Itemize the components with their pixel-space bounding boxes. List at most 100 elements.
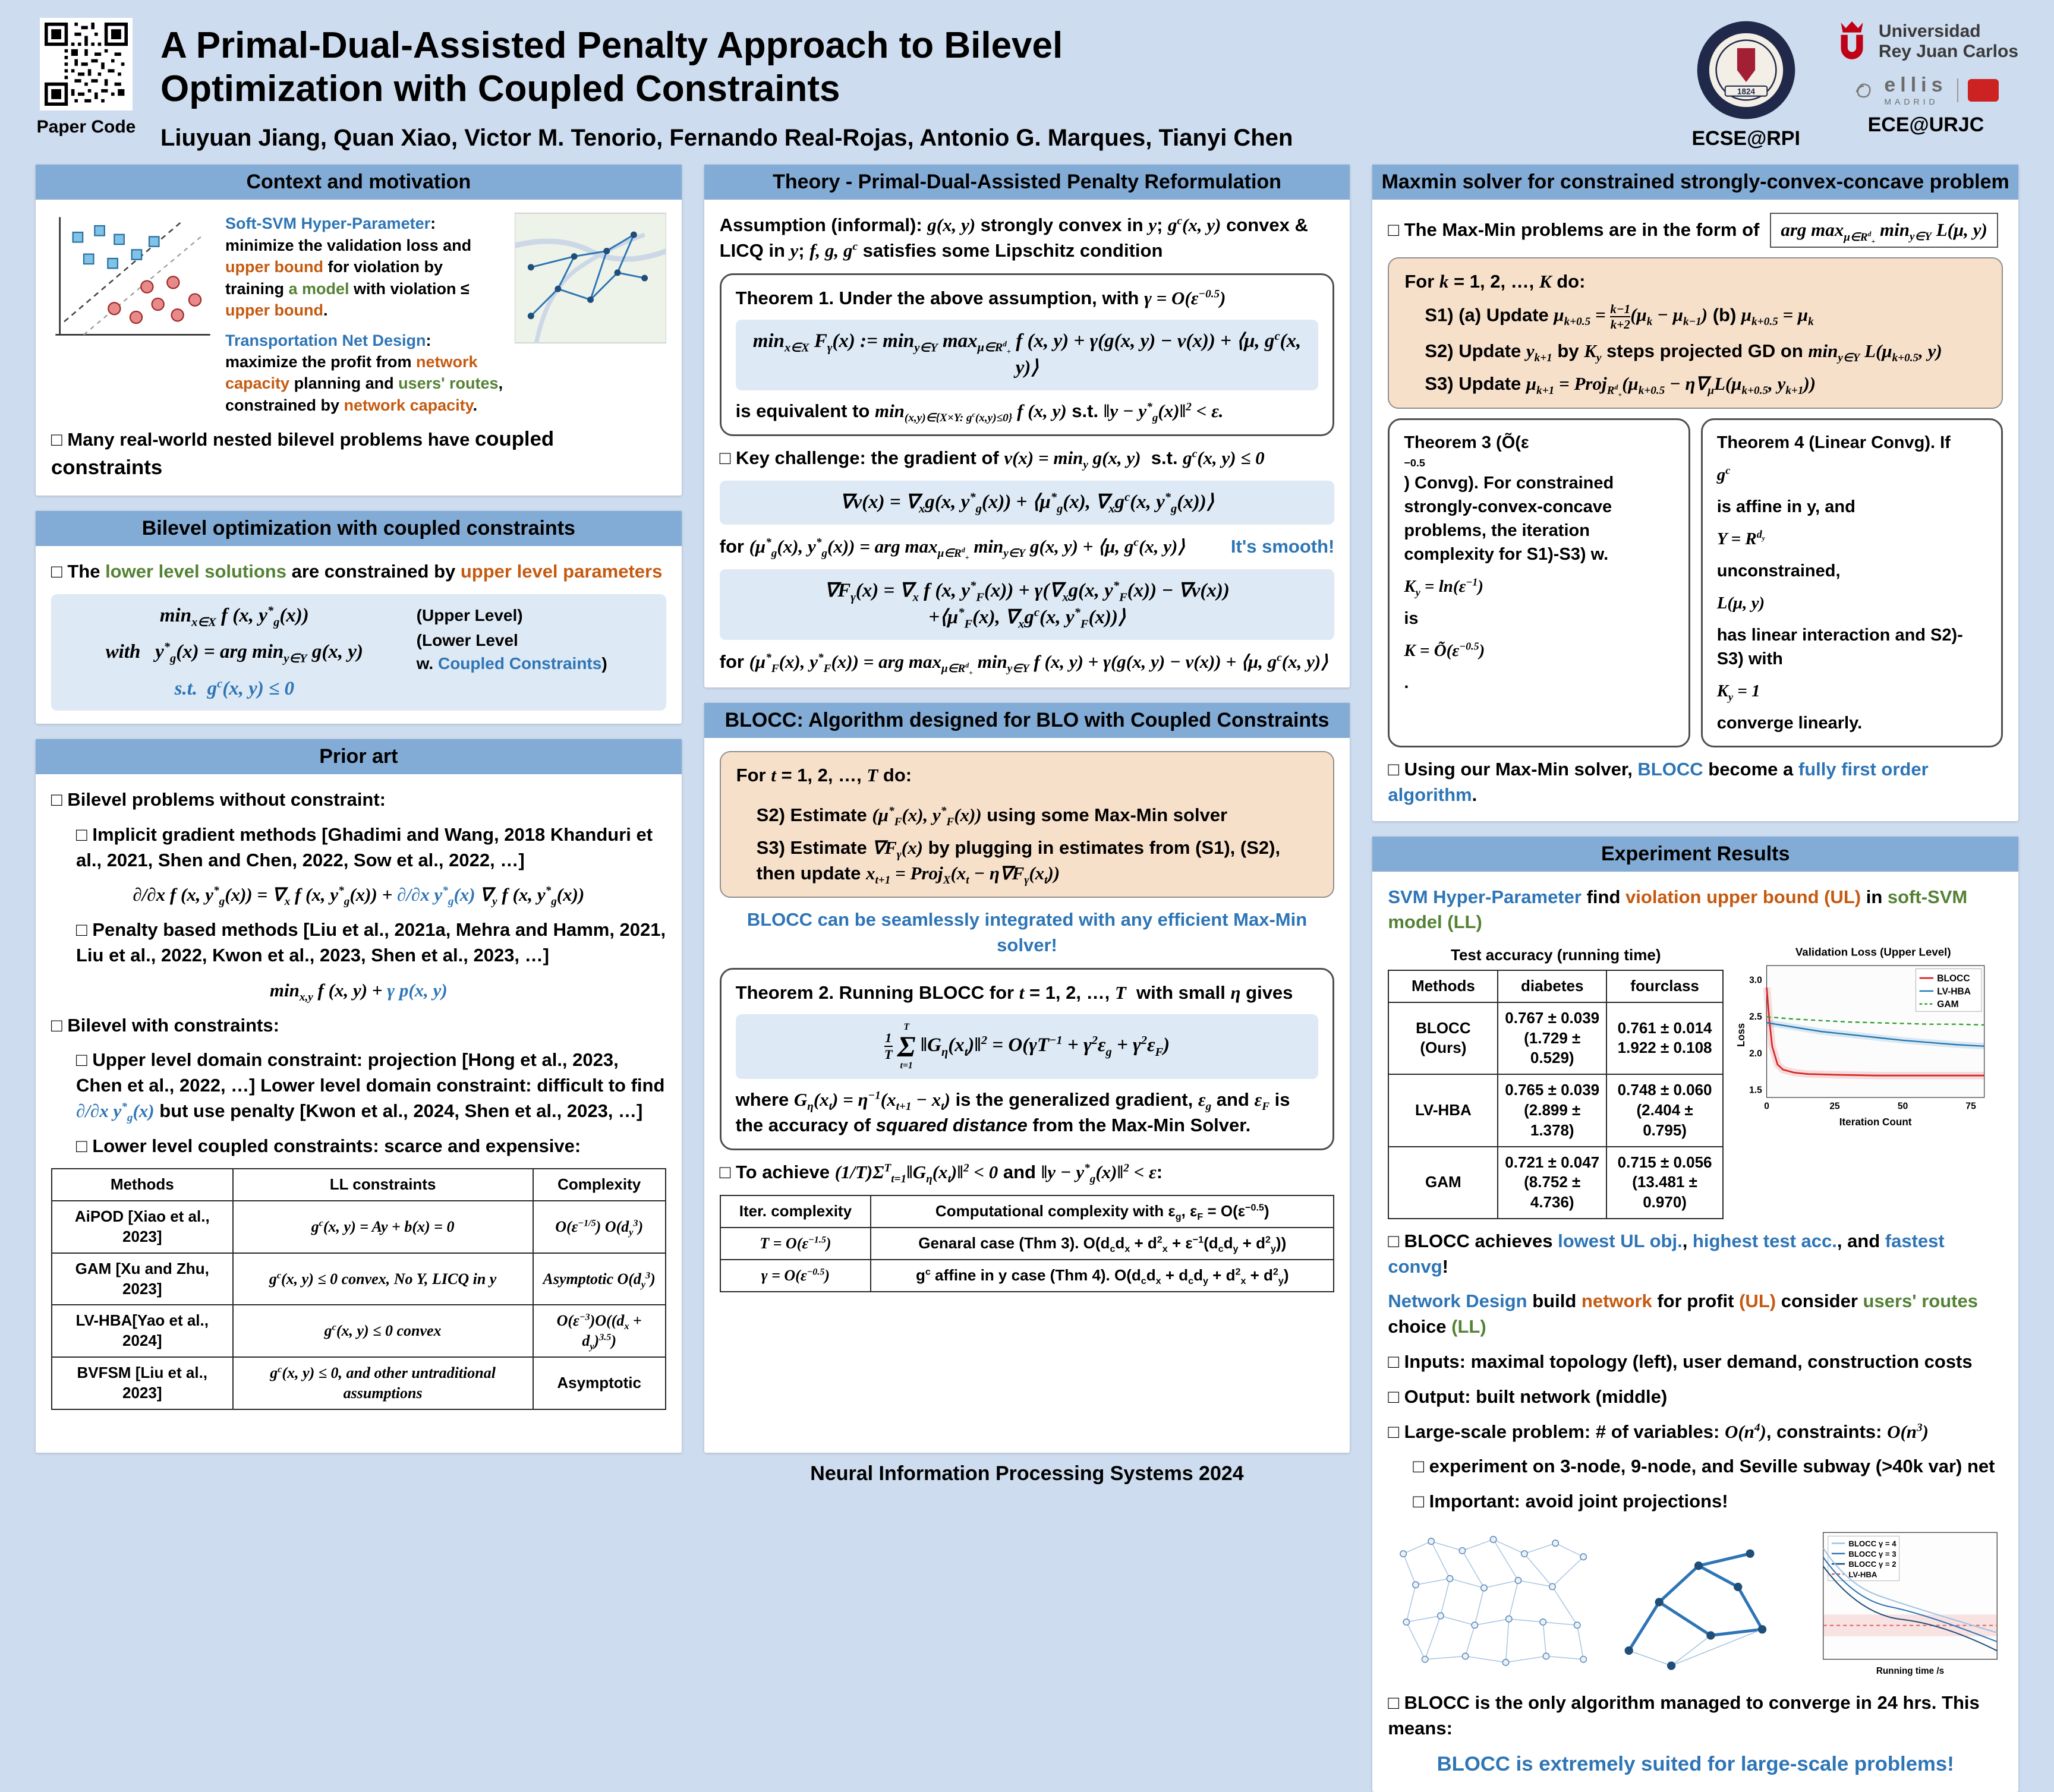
context-text: Soft-SVM Hyper-Parameter: minimize the v… (225, 213, 504, 416)
accuracy-table-block: Test accuracy (running time) Methods dia… (1388, 945, 1724, 1219)
x-axis-label: Iteration Count (1839, 1116, 1912, 1128)
built-network-figure (1607, 1529, 1790, 1681)
lower-level-row: with y*g(x) = arg miny∈Y g(x, y) (Lower … (63, 629, 654, 675)
bilevel-bullet: □ The lower level solutions are constrai… (51, 561, 663, 582)
table-cell: γ = O(ε−0.5) (719, 1258, 872, 1292)
x-tick-label: 75 (1966, 1102, 1977, 1112)
table-header-row: Methods LL constraints Complexity (51, 1168, 666, 1202)
table-cell: GAM (1388, 1146, 1499, 1219)
section-blocc-title: BLOCC: Algorithm designed for BLO with C… (704, 703, 1350, 739)
title-block: A Primal-Dual-Assisted Penalty Approach … (160, 18, 1668, 152)
svm-experiment-line: SVM Hyper-Parameter find violation upper… (1388, 886, 1968, 933)
to-achieve-bullet: □ To achieve (1/T)ΣTt=1‖Gη(xt)‖2 < 0 and… (719, 1162, 1163, 1186)
rpi-block: 1824 ECSE@RPI (1691, 20, 1800, 150)
theorem-2-where: where Gη(xt) = η−1(xt+1 − xt) is the gen… (735, 1089, 1290, 1135)
column-3: Maxmin solver for constrained strongly-c… (1372, 165, 2019, 1792)
validation-loss-chart-block: Validation Loss (Upper Level) 1.5 2.0 (1734, 945, 2003, 1146)
x-tick-label: 0 (1764, 1102, 1769, 1112)
prior-item: □ Upper level domain constraint: project… (76, 1049, 665, 1124)
for-mu-g-formula: for (μ*g(x), y*g(x)) = arg maxμ∈Rd+ miny… (719, 535, 1185, 561)
table-cell: gc(x, y) ≤ 0 convex, No Y, LICQ in y (232, 1252, 534, 1306)
maxmin-problem-formula: arg maxμ∈Rd+ miny∈Y L(μ, y) (1770, 213, 1998, 248)
section-experiments-title: Experiment Results (1372, 836, 2019, 872)
rpi-affiliation: ECSE@RPI (1691, 127, 1800, 150)
poster-root: Paper Code A Primal-Dual-Assisted Penalt… (36, 18, 2019, 1792)
ellis-scribble-icon (1856, 83, 1871, 97)
section-theory-title: Theory - Primal-Dual-Assisted Penalty Re… (704, 165, 1350, 200)
legend-entry: LV-HBA (1848, 1570, 1877, 1579)
theorem-1-formula: minx∈X Fγ(x) := miny∈Y maxμ∈Rd+ f (x, y)… (735, 319, 1319, 390)
ellis-row: ellis MADRID (1853, 74, 1999, 106)
final-conclusion-bullet: □ BLOCC is the only algorithm managed to… (1388, 1692, 1980, 1739)
logo-divider (1957, 78, 1958, 102)
validation-loss-plot: Validation Loss (Upper Level) 1.5 2.0 (1734, 945, 2003, 1140)
gam-loss-line (1766, 1016, 1984, 1026)
section-maxmin: Maxmin solver for constrained strongly-c… (1372, 165, 2019, 821)
prior-formula-penalty: minx,y f (x, y) + γ p(x, y) (269, 979, 448, 1004)
algorithm-line: For k = 1, 2, …, K do: (1404, 271, 1586, 292)
table-header-row: Methods diabetes fourclass (1388, 969, 1724, 1003)
legend-entry: BLOCC (1937, 974, 1970, 984)
blocc-algorithm-box: For t = 1, 2, …, T do: S2) Estimate (μ*F… (719, 751, 1335, 898)
table-cell: 0.748 ± 0.060 (2.404 ± 0.795) (1606, 1074, 1724, 1147)
table-cell: gc(x, y) = Ay + b(x) = 0 (232, 1200, 534, 1254)
algorithm-line: For t = 1, 2, …, T do: (736, 765, 912, 786)
network-motivation-text: Transportation Net Design: maximize the … (225, 331, 503, 414)
rpi-seal-logo: 1824 (1697, 21, 1795, 119)
table-row: T = O(ε−1.5) Genaral case (Thm 3). O(dcd… (719, 1226, 1335, 1260)
table-cell: Asymptotic (532, 1356, 666, 1410)
algorithm-line: S2) Estimate (μ*F(x), y*F(x)) using some… (756, 804, 1228, 829)
theorem-3-box: Theorem 3 (Õ(ε −0.5) Convg). For constrai… (1388, 418, 1690, 747)
for-mu-F-line: for (μ*F(x), y*F(x)) = arg maxμ∈Rd+ miny… (719, 651, 1328, 677)
network-convergence-plot: BLOCC γ = 4 BLOCC γ = 3 BLOCC γ = 2 LV-H… (1797, 1523, 2003, 1681)
table-cell: Asymptotic O(dy3) (532, 1252, 666, 1306)
y-axis-label: Loss (1735, 1023, 1747, 1047)
accuracy-table-caption: Test accuracy (running time) (1451, 946, 1661, 964)
algorithm-line: S3) Estimate ∇Fγ(x) by plugging in estim… (756, 837, 1281, 886)
chart-title: Validation Loss (Upper Level) (1795, 946, 1951, 958)
ellis-wordmark: ellis MADRID (1884, 74, 1947, 106)
network-sub-bullet: □ Important: avoid joint projections! (1413, 1491, 1728, 1512)
network-sub-bullet: □ experiment on 3-node, 9-node, and Sevi… (1413, 1456, 1995, 1477)
prior-item: □ Implicit gradient methods [Ghadimi and… (76, 824, 653, 870)
table-row: BVFSM [Liu et al., 2023] gc(x, y) ≤ 0, a… (51, 1356, 666, 1410)
algorithm-line: S2) Update yk+1 by Ky steps projected GD… (1425, 340, 1942, 365)
legend-entry: BLOCC γ = 3 (1848, 1550, 1896, 1558)
coupled-constraint-formula: s.t. gc(x, y) ≤ 0 (174, 677, 294, 699)
authors-line: Liuyuan Jiang, Quan Xiao, Victor M. Teno… (160, 125, 1293, 152)
network-bullet: □ Output: built network (middle) (1388, 1386, 1668, 1407)
context-bullet: □ Many real-world nested bilevel problem… (51, 428, 555, 479)
network-bullet: □ Large-scale problem: # of variables: O… (1388, 1421, 1929, 1442)
paper-code-block: Paper Code (36, 18, 137, 137)
maximal-topology-figure (1388, 1525, 1599, 1681)
upper-level-row: minx∈X f (x, y*g(x)) (Upper Level) (63, 602, 654, 630)
context-figures-row: Soft-SVM Hyper-Parameter: minimize the v… (51, 213, 666, 416)
column-header: Methods (51, 1168, 234, 1202)
urjc-logo-row: Universidad Rey Juan Carlos (1834, 20, 2018, 63)
table-cell: 0.765 ± 0.039 (2.899 ± 1.378) (1497, 1074, 1608, 1147)
chart-legend: BLOCC LV-HBA GAM (1916, 968, 1982, 1012)
complexity-table: Iter. complexity Computational complexit… (719, 1195, 1335, 1292)
assumption-text: Assumption (informal): g(x, y) strongly … (719, 214, 1308, 261)
urjc-affiliation: ECE@URJC (1867, 113, 1984, 136)
table-cell: Genaral case (Thm 3). O(dcdx + d2x + ε−1… (870, 1226, 1335, 1260)
transport-map-figure (514, 213, 666, 344)
ellis-name: ellis (1884, 74, 1948, 96)
poster-title: A Primal-Dual-Assisted Penalty Approach … (160, 24, 1668, 111)
svm-results-row: Test accuracy (running time) Methods dia… (1388, 945, 2003, 1219)
column-header: Iter. complexity (719, 1195, 872, 1228)
table-cell: BLOCC (Ours) (1388, 1001, 1499, 1075)
section-theory: Theory - Primal-Dual-Assisted Penalty Re… (704, 165, 1350, 688)
y-tick-label: 2.0 (1749, 1049, 1762, 1059)
grad-F-formula: ∇Fγ(x) = ∇x f (x, y*F(x)) + γ(∇xg(x, y*F… (719, 569, 1335, 640)
table-cell: gc(x, y) ≤ 0 convex (232, 1304, 534, 1358)
theorem-3-4-row: Theorem 3 (Õ(ε −0.5) Convg). For constrai… (1388, 418, 2003, 747)
section-context: Context and motivation (36, 165, 682, 496)
prior-formula-implicit-gradient: ∂/∂x f (x, y*g(x)) = ∇x f (x, y*g(x)) + … (133, 884, 585, 908)
table-header-row: Iter. complexity Computational complexit… (719, 1195, 1335, 1228)
prior-item: □ Bilevel problems without constraint: (51, 789, 386, 810)
section-prior-art: Prior art □ Bilevel problems without con… (36, 739, 682, 1453)
theorem-1-box: Theorem 1. Under the above assumption, w… (719, 273, 1335, 437)
final-conclusion-highlight: BLOCC is extremely suited for large-scal… (1436, 1753, 1954, 1776)
prior-item: □ Penalty based methods [Liu et al., 202… (76, 919, 666, 966)
